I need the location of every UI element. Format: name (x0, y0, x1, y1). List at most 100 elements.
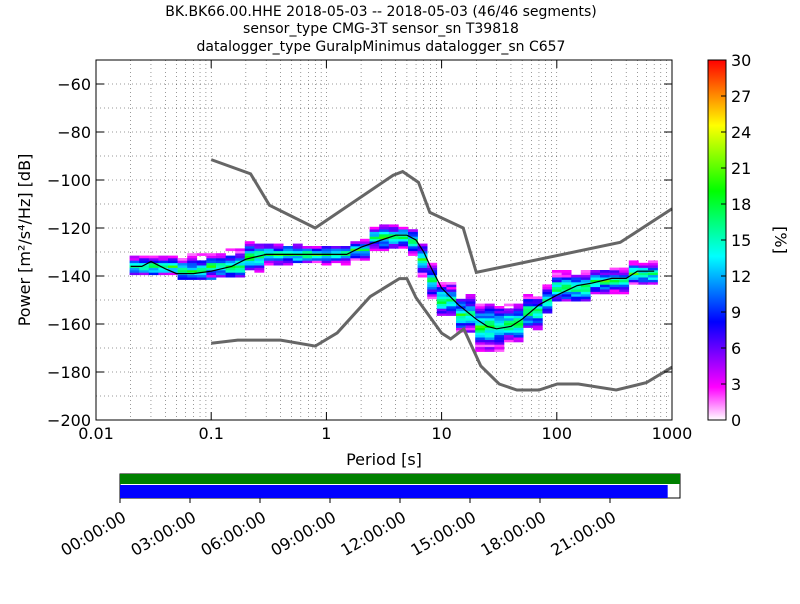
histogram-cell (571, 289, 582, 292)
histogram-cell (628, 262, 639, 266)
histogram-cell (523, 303, 534, 307)
histogram-cell (225, 255, 236, 259)
histogram-cell (494, 327, 505, 331)
histogram-cell (628, 267, 639, 271)
histogram-cell (360, 250, 370, 254)
histogram-cell (206, 267, 217, 271)
plot-area: 0.01 0.1 1 10 100 1000 −60 −80 −100 −120 −140 −160… (47, 59, 692, 443)
histogram-cell (436, 296, 447, 300)
histogram-cell (494, 325, 505, 328)
histogram-cell (235, 274, 246, 278)
histogram-cell (408, 250, 418, 254)
histogram-cell (321, 250, 332, 254)
histogram-cell (446, 291, 457, 295)
histogram-cell (513, 327, 524, 331)
histogram-cell (552, 279, 562, 283)
y-tick-label: −160 (47, 315, 91, 334)
histogram-cell (206, 262, 217, 266)
histogram-cell (360, 243, 370, 247)
histogram-cell (465, 303, 476, 307)
histogram-cell (379, 234, 390, 237)
histogram-cell (609, 286, 620, 290)
histogram-cell (369, 243, 380, 247)
histogram-cell (561, 270, 572, 273)
histogram-cell (436, 291, 447, 295)
histogram-cell (187, 255, 198, 259)
histogram-cell (590, 270, 601, 273)
histogram-cell (436, 301, 447, 304)
histogram-cell (417, 260, 428, 264)
histogram-cell (340, 250, 351, 254)
histogram-cell (552, 282, 562, 285)
histogram-cell (590, 289, 601, 292)
histogram-cell (638, 277, 649, 280)
histogram-cell (168, 270, 178, 273)
histogram-cell (129, 255, 140, 259)
histogram-cell (532, 315, 543, 319)
histogram-cell (600, 282, 610, 285)
histogram-cell (484, 342, 495, 345)
histogram-cell (408, 234, 418, 237)
histogram-cell (244, 267, 255, 271)
histogram-cell (628, 279, 639, 283)
histogram-cell (484, 332, 495, 336)
histogram-cell (158, 258, 169, 261)
histogram-cell (427, 294, 438, 297)
histogram-cell (264, 246, 274, 249)
histogram-cell (216, 272, 226, 276)
histogram-cell (446, 282, 457, 285)
histogram-cell (552, 270, 562, 273)
histogram-cell (139, 255, 150, 259)
histogram-cell (379, 229, 390, 232)
histogram-cell (580, 279, 591, 283)
histogram-cell (561, 272, 572, 276)
histogram-cell (484, 349, 495, 352)
histogram-cell (609, 267, 620, 271)
histogram-cell (542, 296, 553, 300)
histogram-cell (273, 246, 284, 249)
histogram-cell (139, 265, 150, 268)
histogram-cell (408, 246, 418, 249)
histogram-cell (552, 274, 562, 278)
histogram-cell (513, 332, 524, 336)
histogram-cell (619, 291, 630, 295)
histogram-cell (302, 260, 313, 264)
coverage-time-label: 15:00:00 (407, 507, 479, 559)
histogram-cell (561, 277, 572, 280)
histogram-cell (436, 282, 447, 285)
histogram-cell (446, 284, 457, 288)
histogram-cell (523, 306, 534, 309)
histogram-cell (273, 255, 284, 259)
histogram-cell (129, 258, 140, 261)
histogram-cell (648, 272, 658, 276)
histogram-cell (580, 294, 591, 297)
histogram-cell (513, 322, 524, 326)
histogram-cell (436, 313, 447, 316)
histogram-cell (379, 241, 390, 244)
histogram-cell (177, 270, 188, 273)
histogram-cell (513, 313, 524, 316)
histogram-cell (456, 298, 466, 302)
y-tick-label: −200 (47, 411, 91, 430)
histogram-cell (523, 298, 534, 302)
histogram-cell (187, 274, 198, 278)
histogram-cell (561, 294, 572, 297)
coverage-time-label: 03:00:00 (127, 507, 199, 559)
histogram-cell (417, 270, 428, 273)
histogram-cell (350, 246, 361, 249)
histogram-cell (235, 250, 246, 254)
histogram-cell (388, 226, 399, 230)
histogram-cell (532, 313, 543, 316)
histogram-cell (456, 315, 466, 319)
histogram-cell (379, 231, 390, 235)
coverage-bottom-bar (120, 485, 668, 498)
histogram-cell (254, 248, 265, 252)
histogram-cell (417, 258, 428, 261)
histogram-cell (494, 337, 505, 340)
histogram-cell (484, 310, 495, 314)
histogram-cell (273, 243, 284, 247)
colorbar-tick-label: 6 (731, 339, 741, 358)
histogram-cell (571, 274, 582, 278)
histogram-cell (408, 231, 418, 235)
